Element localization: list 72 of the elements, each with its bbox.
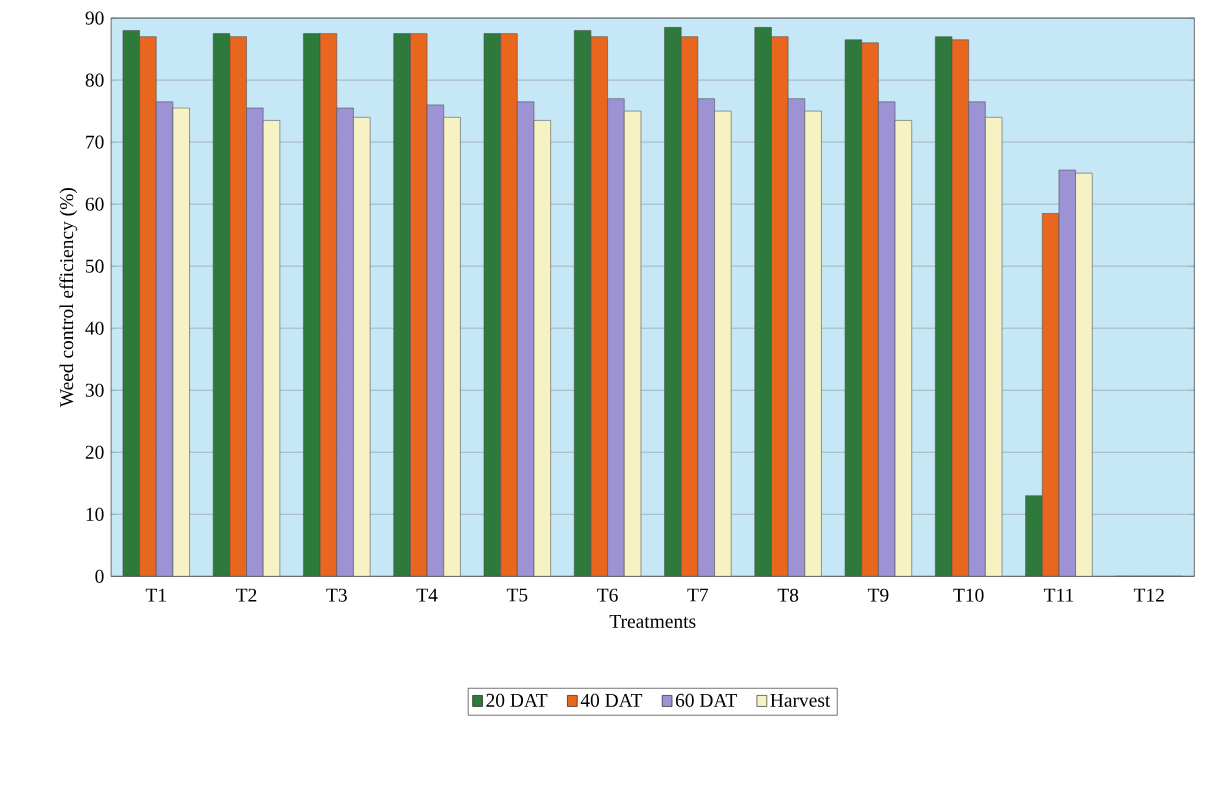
bar <box>263 120 280 577</box>
bar <box>681 36 698 577</box>
bar <box>952 39 969 577</box>
bar <box>935 36 952 577</box>
bar <box>861 43 879 577</box>
y-tick-label: 40 <box>85 321 104 335</box>
bar <box>985 117 1002 577</box>
legend-label: 40 DAT <box>580 693 643 708</box>
bar <box>1042 213 1059 577</box>
bar <box>845 39 862 577</box>
x-tick-label: T1 <box>145 588 166 602</box>
y-tick-label: 60 <box>85 197 104 211</box>
legend-label: Harvest <box>770 694 831 708</box>
x-tick-label: T8 <box>777 588 799 602</box>
x-tick-label: T3 <box>326 588 347 602</box>
bar <box>1075 173 1093 577</box>
bar <box>410 33 428 577</box>
bar <box>1058 170 1076 577</box>
bar <box>574 30 591 577</box>
bar <box>336 108 354 577</box>
y-tick-label: 20 <box>85 445 104 460</box>
y-tick-label: 0 <box>95 569 104 584</box>
bar <box>303 33 321 577</box>
y-tick-label: 70 <box>86 135 104 149</box>
bar <box>353 117 371 577</box>
y-tick-label: 80 <box>85 73 104 87</box>
x-tick-label: T10 <box>953 588 984 602</box>
y-tick-label: 30 <box>85 383 104 397</box>
legend-label: 60 DAT <box>675 693 737 708</box>
bar <box>320 33 337 577</box>
bar <box>1025 495 1043 577</box>
x-tick-label: T6 <box>597 588 618 602</box>
bar <box>714 111 732 577</box>
x-tick-label: T7 <box>687 588 709 602</box>
bar <box>229 36 247 577</box>
bar <box>895 120 912 577</box>
x-tick-label: T4 <box>416 588 438 602</box>
bar <box>172 108 190 577</box>
y-tick-label: 50 <box>86 259 104 273</box>
y-tick-label: 10 <box>86 507 104 522</box>
y-axis-title: Weed control efficiency (%) <box>59 188 78 408</box>
bar <box>607 98 625 577</box>
y-tick-label: 90 <box>85 11 104 25</box>
x-axis-title: Treatments <box>609 615 696 629</box>
bar <box>213 33 230 577</box>
x-tick-label: T9 <box>867 588 889 602</box>
bar <box>156 101 173 577</box>
bar <box>624 111 641 577</box>
bar <box>771 36 789 577</box>
bar <box>697 98 715 577</box>
bar <box>968 101 986 577</box>
x-tick-label: T2 <box>236 588 257 602</box>
x-tick-label: T12 <box>1133 588 1164 602</box>
bar <box>483 33 501 577</box>
bar <box>804 111 822 577</box>
bar <box>443 117 461 577</box>
bar <box>517 101 534 577</box>
bar <box>788 98 805 577</box>
bar <box>664 27 682 577</box>
x-tick-label: T11 <box>1043 588 1074 602</box>
bar <box>500 33 518 577</box>
bar <box>246 108 264 577</box>
legend-label: 20 DAT <box>486 693 548 708</box>
bar <box>122 30 140 577</box>
bar <box>139 36 157 577</box>
bar <box>533 120 551 577</box>
bar <box>427 105 444 577</box>
x-tick-label: T5 <box>506 588 528 602</box>
bar <box>393 33 411 577</box>
bar <box>754 27 772 577</box>
bar <box>878 101 896 577</box>
bar <box>590 36 608 577</box>
